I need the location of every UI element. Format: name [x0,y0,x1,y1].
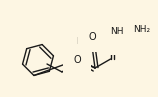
Text: O: O [73,55,81,65]
Text: NH: NH [110,28,124,36]
Text: NH₂: NH₂ [134,26,151,35]
Text: O: O [88,32,96,42]
Text: N: N [76,36,83,45]
Text: N: N [107,36,114,45]
